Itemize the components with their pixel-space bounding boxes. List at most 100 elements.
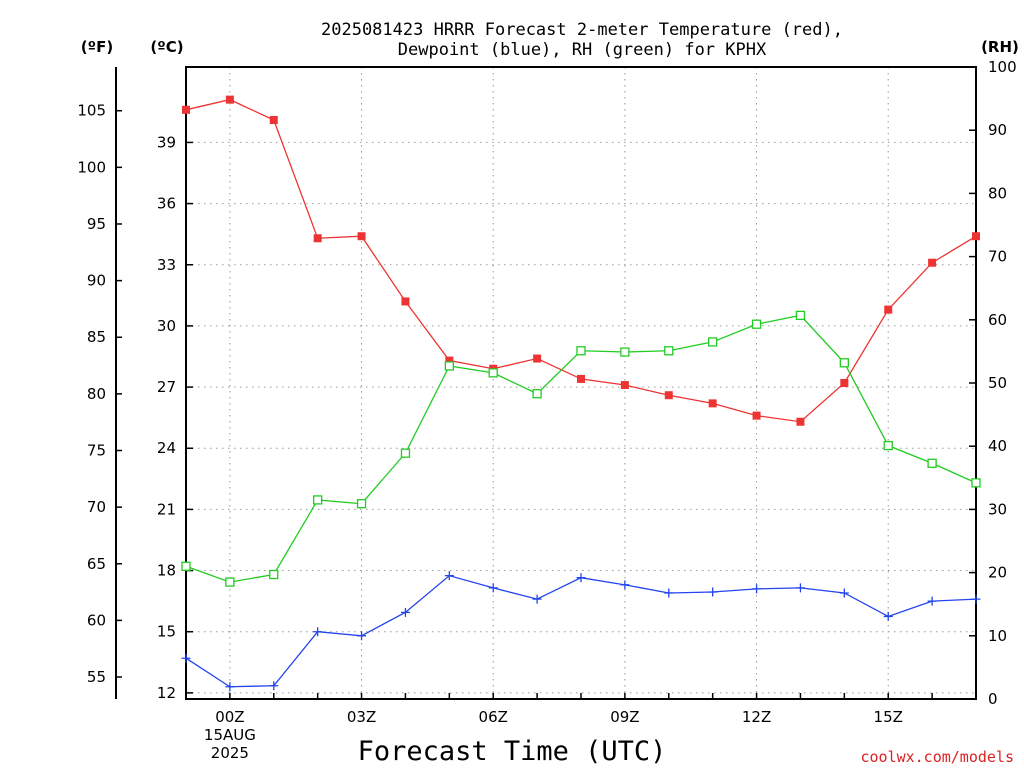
dewpoint-point: [839, 588, 849, 598]
dewpoint-point: [971, 594, 981, 604]
dewpoint-point: [883, 611, 893, 621]
rh-point: [532, 389, 542, 399]
x-tick-label: 12Z: [742, 708, 771, 726]
credit-label: coolwx.com/models: [860, 748, 1014, 766]
celsius-tick-label: 15: [157, 623, 176, 641]
chart-title-line-1: 2025081423 HRRR Forecast 2-meter Tempera…: [321, 20, 843, 40]
rh-point: [971, 478, 981, 488]
fahrenheit-tick-label: 80: [87, 385, 106, 403]
dewpoint-line: [185, 574, 977, 688]
temperature-point: [445, 356, 454, 365]
chart-title: 2025081423 HRRR Forecast 2-meter Tempera…: [321, 20, 843, 60]
celsius-tick-label: 39: [157, 133, 176, 151]
rh-tick-label: 50: [988, 374, 1007, 392]
x-tick-label: 2025: [211, 744, 249, 762]
grid-lines: [186, 67, 976, 699]
temperature-point: [357, 232, 366, 241]
fahrenheit-unit-label: (ºF): [81, 38, 113, 56]
dewpoint-point: [752, 584, 762, 594]
fahrenheit-tick-label: 95: [87, 215, 106, 233]
rh-point: [313, 495, 323, 505]
rh-tick-label: 90: [988, 121, 1007, 139]
dewpoint-point: [400, 607, 410, 617]
dewpoint-point: [488, 583, 498, 593]
x-tick-label: 09Z: [610, 708, 639, 726]
fahrenheit-tick-label: 105: [77, 102, 106, 120]
rh-tick-label: 30: [988, 500, 1007, 518]
x-tick-label: 06Z: [479, 708, 508, 726]
dewpoint-point: [708, 587, 718, 597]
x-tick-label: 03Z: [347, 708, 376, 726]
fahrenheit-tick-label: 90: [87, 272, 106, 290]
dewpoint-point: [576, 573, 586, 583]
celsius-tick-label: 18: [157, 562, 176, 580]
rh-point: [181, 561, 191, 571]
plot-frame: [185, 66, 977, 700]
fahrenheit-tick-label: 100: [77, 158, 106, 176]
temperature-point: [884, 305, 893, 314]
rh-tick-label: 10: [988, 627, 1007, 645]
temperature-point: [313, 234, 322, 243]
rh-tick-label: 70: [988, 248, 1007, 266]
celsius-tick-label: 33: [157, 256, 176, 274]
x-tick-label: 15Z: [874, 708, 903, 726]
temperature-point: [664, 391, 673, 400]
dewpoint-point: [357, 631, 367, 641]
fahrenheit-tick-label: 65: [87, 555, 106, 573]
temperature-point: [533, 354, 542, 363]
temperature-point: [182, 105, 190, 114]
dewpoint-point: [795, 583, 805, 593]
rh-point: [576, 346, 586, 356]
celsius-unit-label: (ºC): [150, 38, 183, 56]
rh-point: [839, 358, 849, 368]
temperature-point: [796, 417, 805, 426]
dewpoint-point: [444, 571, 454, 581]
celsius-tick-label: 12: [157, 684, 176, 702]
temperature-point: [620, 381, 629, 390]
temperature-point: [401, 297, 410, 306]
fahrenheit-tick-label: 85: [87, 328, 106, 346]
rh-unit-label: (RH): [981, 38, 1019, 56]
celsius-tick-label: 21: [157, 500, 176, 518]
celsius-tick-label: 27: [157, 378, 176, 396]
series-lines: [181, 95, 981, 692]
dewpoint-point: [225, 682, 235, 692]
rh-point: [620, 347, 630, 357]
rh-point: [225, 577, 235, 587]
rh-point: [488, 368, 498, 378]
dewpoint-point: [927, 596, 937, 606]
rh-point: [444, 361, 454, 371]
fahrenheit-tick-label: 75: [87, 442, 106, 460]
x-tick-label: 15AUG: [204, 726, 256, 744]
x-axis-label: Forecast Time (UTC): [358, 736, 667, 767]
temperature-point: [269, 116, 278, 125]
dewpoint-point: [313, 627, 323, 637]
rh-tick-label: 40: [988, 437, 1007, 455]
rh-tick-label: 0: [988, 690, 998, 708]
rh-tick-label: 60: [988, 311, 1007, 329]
rh-tick-label: 80: [988, 184, 1007, 202]
rh-point: [708, 337, 718, 347]
rh-point: [400, 448, 411, 458]
temperature-point: [840, 379, 849, 387]
dewpoint-point: [269, 681, 279, 691]
fahrenheit-tick-label: 60: [87, 611, 106, 629]
dewpoint-point: [181, 653, 191, 663]
temperature-point: [708, 399, 717, 408]
celsius-tick-label: 30: [157, 317, 176, 335]
chart-title-line-2: Dewpoint (blue), RH (green) for KPHX: [398, 40, 767, 60]
tick-labels: 12 15 18 21 24 27 30 33 36 39 55 60 65 70 75 80 85 90 95 10…: [77, 58, 1016, 762]
temperature-point: [225, 95, 234, 104]
fahrenheit-tick-label: 55: [87, 668, 106, 686]
rh-point: [664, 346, 674, 356]
dewpoint-point: [532, 594, 542, 604]
fahrenheit-tick-label: 70: [87, 498, 106, 516]
dewpoint-point: [664, 588, 674, 598]
temperature-point: [752, 411, 761, 420]
rh-tick-label: 20: [988, 564, 1007, 582]
celsius-tick-label: 24: [157, 439, 176, 457]
x-tick-label: 00Z: [215, 708, 244, 726]
rh-tick-label: 100: [988, 58, 1017, 76]
rh-point: [356, 499, 367, 509]
